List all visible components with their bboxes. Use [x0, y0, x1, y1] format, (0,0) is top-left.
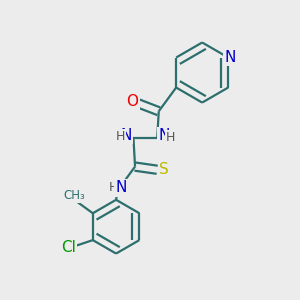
Text: N: N	[121, 128, 132, 143]
Text: N: N	[224, 50, 236, 65]
Text: CH₃: CH₃	[63, 189, 85, 202]
Text: O: O	[127, 94, 139, 109]
Text: H: H	[109, 181, 119, 194]
Text: H: H	[166, 131, 176, 144]
Text: N: N	[115, 180, 127, 195]
Text: Cl: Cl	[61, 240, 76, 255]
Text: H: H	[116, 130, 125, 143]
Text: S: S	[159, 162, 169, 177]
Text: N: N	[158, 128, 170, 143]
